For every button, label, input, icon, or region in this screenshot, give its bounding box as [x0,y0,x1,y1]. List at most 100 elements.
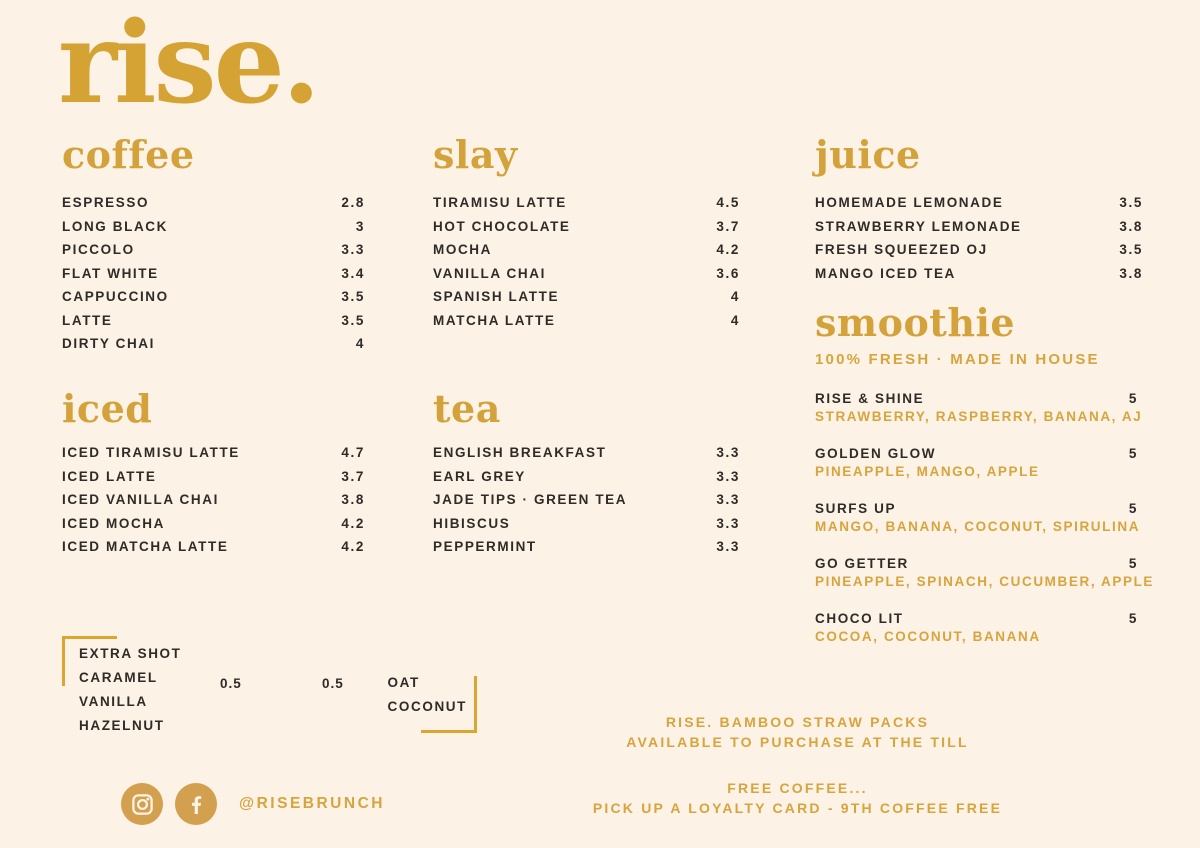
menu-item-row: ICED VANILLA CHAI 3.8 [62,488,365,512]
item-name: HIBISCUS [433,515,511,531]
syrups-list: EXTRA SHOT CARAMEL VANILLA HAZELNUT [79,641,182,737]
loyalty-note-line2: PICK UP A LOYALTY CARD - 9TH COFFEE FREE [592,800,1003,816]
menu-item-row: ICED MATCHA LATTE 4.2 [62,535,365,559]
item-price: 3.3 [716,492,740,508]
item-price: 3.3 [716,515,740,531]
section-slay: slay TIRAMISU LATTE 4.5 HOT CHOCOLATE 3.… [433,136,740,332]
item-price: 4.2 [341,515,365,531]
milks-price: 0.5 [322,676,344,691]
smoothie-item: GO GETTER 5 PINEAPPLE, SPINACH, CUCUMBER… [815,554,1160,590]
item-name: TIRAMISU LATTE [433,195,567,211]
menu-item-row: ESPRESSO 2.8 [62,191,365,215]
item-price: 3.8 [341,492,365,508]
smoothie-item: GOLDEN GLOW 5 PINEAPPLE, MANGO, APPLE [815,444,1160,480]
item-ingredients: STRAWBERRY, RASPBERRY, BANANA, AJ [815,408,1143,424]
slay-list: TIRAMISU LATTE 4.5 HOT CHOCOLATE 3.7 MOC… [433,191,740,332]
instagram-icon [121,783,163,825]
item-name: LATTE [62,312,113,328]
menu-item-row: SURFS UP 5 [815,499,1160,517]
item-price: 3.3 [716,445,740,461]
item-price: 5 [1128,445,1138,461]
item-name: JADE TIPS · GREEN TEA [433,492,628,508]
item-name: LONG BLACK [62,218,168,234]
section-title-coffee: coffee [62,132,195,177]
menu-item-row: CHOCO LIT 5 [815,609,1160,627]
item-ingredients: COCOA, COCONUT, BANANA [815,628,1041,644]
coffee-list: ESPRESSO 2.8 LONG BLACK 3 PICCOLO 3.3 FL… [62,191,365,356]
item-name: PEPPERMINT [433,539,537,555]
item-name: PICCOLO [62,242,135,258]
straw-packs-note: RISE. BAMBOO STRAW PACKS AVAILABLE TO PU… [575,712,1020,752]
extra-option: HAZELNUT [79,717,165,733]
syrups-price: 0.5 [220,676,242,691]
extra-option: OAT [387,674,420,690]
item-price: 2.8 [341,195,365,211]
loyalty-note-line1: FREE COFFEE... [727,780,868,796]
item-name: SURFS UP [815,500,897,516]
item-price: 4.2 [341,539,365,555]
item-price: 3.3 [341,242,365,258]
item-name: ICED VANILLA CHAI [62,492,219,508]
iced-list: ICED TIRAMISU LATTE 4.7 ICED LATTE 3.7 I… [62,441,365,559]
item-name: DIRTY CHAI [62,336,156,352]
item-name: CAPPUCCINO [62,289,169,305]
item-name: MOCHA [433,242,492,258]
section-title-slay: slay [433,132,518,177]
item-name: MANGO ICED TEA [815,265,956,281]
item-name: EARL GREY [433,468,526,484]
item-price: 3.5 [1119,242,1143,258]
smoothie-list: RISE & SHINE 5 STRAWBERRY, RASPBERRY, BA… [815,389,1160,645]
item-name: HOMEMADE LEMONADE [815,195,1004,211]
item-name: GOLDEN GLOW [815,445,937,461]
extra-option: COCONUT [387,698,467,714]
item-price: 5 [1128,610,1138,626]
item-price: 3.3 [716,539,740,555]
item-ingredients: PINEAPPLE, SPINACH, CUCUMBER, APPLE [815,573,1155,589]
item-price: 3.5 [341,312,365,328]
item-name: FLAT WHITE [62,265,159,281]
menu-item-row: GOLDEN GLOW 5 [815,444,1160,462]
menu-item-row: CAPPUCCINO 3.5 [62,285,365,309]
item-name: GO GETTER [815,555,909,571]
item-price: 4.7 [341,445,365,461]
item-price: 4 [730,312,740,328]
social-handle: @RISEBRUNCH [239,795,385,812]
item-price: 3.8 [1119,218,1143,234]
item-ingredients: MANGO, BANANA, COCONUT, SPIRULINA [815,518,1141,534]
item-price: 4.2 [716,242,740,258]
item-price: 3.3 [716,468,740,484]
brand-logo: rise. [58,0,321,129]
menu-item-row: GO GETTER 5 [815,554,1160,572]
menu-item-row: HOT CHOCOLATE 3.7 [433,215,740,239]
menu-item-row: MATCHA LATTE 4 [433,309,740,333]
social-row: @RISEBRUNCH [121,783,385,825]
menu-item-row: LATTE 3.5 [62,309,365,333]
item-price: 3 [355,218,365,234]
item-price: 3.4 [341,265,365,281]
section-title-smoothie: smoothie [815,300,1016,345]
menu-item-row: PEPPERMINT 3.3 [433,535,740,559]
menu-item-row: STRAWBERRY LEMONADE 3.8 [815,215,1143,239]
item-name: ICED MOCHA [62,515,165,531]
item-price: 4.5 [716,195,740,211]
smoothie-subtitle: 100% FRESH · MADE IN HOUSE [815,351,1100,368]
milks-list: OAT COCONUT [388,670,467,718]
extras-box: EXTRA SHOT CARAMEL VANILLA HAZELNUT 0.5 … [62,636,477,733]
smoothie-item: RISE & SHINE 5 STRAWBERRY, RASPBERRY, BA… [815,389,1160,425]
menu-item-row: ICED MOCHA 4.2 [62,512,365,536]
item-price: 3.8 [1119,265,1143,281]
menu-item-row: FLAT WHITE 3.4 [62,262,365,286]
item-price: 5 [1128,555,1138,571]
item-price: 3.7 [716,218,740,234]
smoothie-item: SURFS UP 5 MANGO, BANANA, COCONUT, SPIRU… [815,499,1160,535]
menu-item-row: MANGO ICED TEA 3.8 [815,262,1143,286]
facebook-icon [175,783,217,825]
menu-item-row: ICED LATTE 3.7 [62,465,365,489]
item-price: 3.6 [716,265,740,281]
item-price: 5 [1128,390,1138,406]
menu-item-row: HOMEMADE LEMONADE 3.5 [815,191,1143,215]
loyalty-note: FREE COFFEE... PICK UP A LOYALTY CARD - … [575,778,1020,818]
menu-item-row: MOCHA 4.2 [433,238,740,262]
item-name: ICED TIRAMISU LATTE [62,445,240,461]
